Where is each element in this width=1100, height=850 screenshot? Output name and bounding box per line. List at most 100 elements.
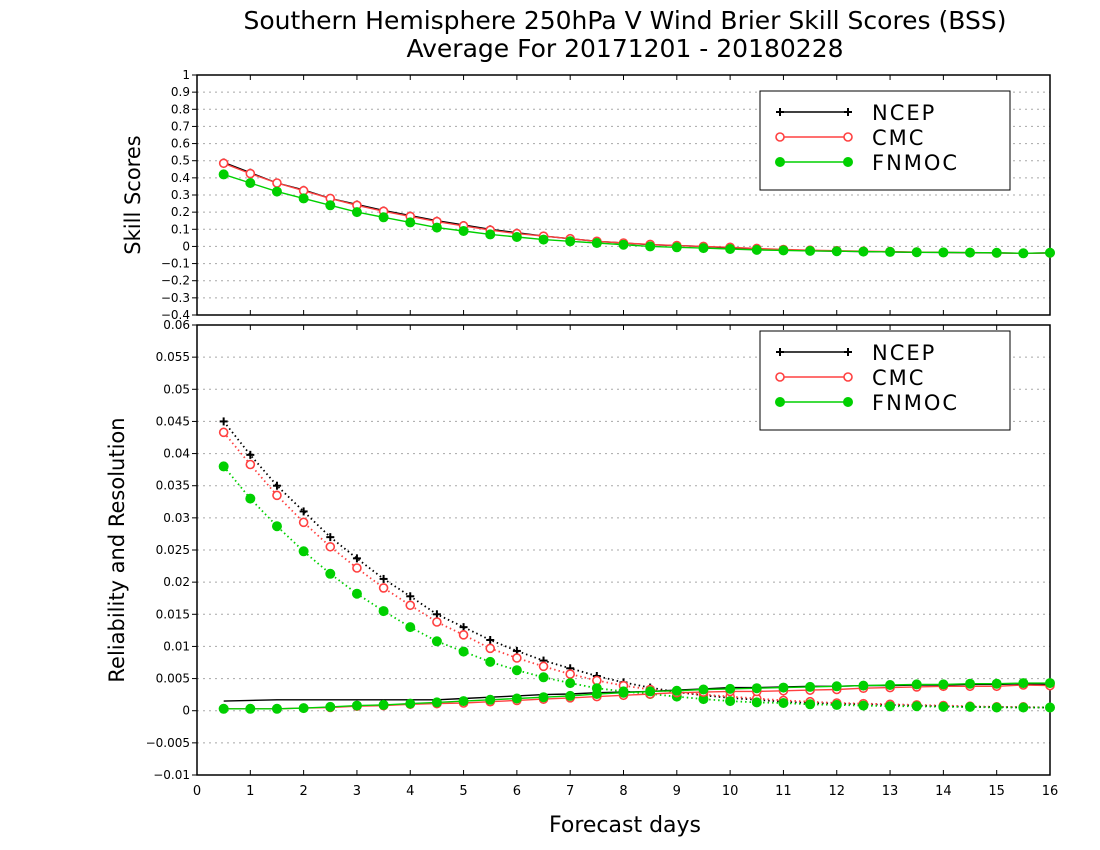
bottom-x-tick-label: 9 (673, 784, 681, 799)
bottom-x-tick-label: 16 (1042, 784, 1059, 799)
top-y-tick-label: 1 (182, 68, 190, 82)
bottom-y-tick-label: 0.055 (156, 350, 190, 364)
bottom-data-point (485, 643, 496, 654)
bottom-x-tick-label: 0 (193, 784, 201, 799)
top-data-point (591, 238, 602, 248)
bottom-data-point (459, 623, 468, 632)
bottom-data-point (458, 646, 469, 657)
top-series-fnmoc (218, 169, 1055, 259)
bottom-data-point (219, 417, 228, 426)
bottom-data-point (378, 583, 389, 593)
bottom-data-point (458, 696, 469, 707)
bottom-data-point (325, 541, 336, 552)
top-legend-label: NCEP (872, 101, 936, 125)
bottom-data-point (272, 490, 282, 501)
bottom-data-point (218, 427, 229, 438)
bottom-y-tick-label: 0.045 (156, 414, 190, 428)
bottom-data-point (485, 694, 496, 705)
bottom-data-point (725, 696, 736, 707)
bottom-x-tick-label: 8 (619, 784, 627, 799)
top-data-point (725, 244, 736, 254)
top-y-tick-label: 0.6 (171, 137, 190, 151)
top-data-point (831, 246, 842, 257)
bottom-series-line (223, 431, 1051, 709)
top-legend-marker (843, 132, 853, 142)
top-data-point (885, 246, 896, 257)
bottom-data-point (885, 680, 896, 690)
bottom-series-fnmoc-solid (218, 678, 1055, 714)
bottom-data-point (245, 703, 256, 714)
top-legend-marker (775, 157, 785, 167)
bottom-data-point (1018, 678, 1029, 689)
bottom-data-point (645, 686, 656, 697)
bottom-x-tick-label: 10 (722, 784, 739, 799)
bottom-data-point (858, 680, 869, 691)
top-data-point (671, 242, 682, 253)
top-y-tick-label: 0.7 (171, 119, 190, 133)
bottom-data-point (805, 699, 816, 710)
top-panel: 1 0.9 0.8 0.7 0.6 0.5 0.4 0.3 0.2 0.1 0 −0.1 −0.2 −0.… (161, 68, 1055, 322)
bottom-data-point (938, 701, 949, 712)
top-plot-frame (196, 74, 1051, 316)
top-data-point (698, 243, 709, 254)
bottom-series-line (222, 420, 1050, 709)
top-y-tick-label: −0.1 (161, 257, 190, 271)
bottom-data-point (352, 563, 362, 573)
bottom-data-point (299, 507, 308, 516)
top-data-point (751, 244, 762, 255)
bottom-data-point (698, 684, 709, 695)
bottom-legend-label: CMC (872, 366, 925, 390)
top-data-point (538, 234, 549, 245)
bottom-data-point (565, 669, 575, 679)
bottom-data-point (378, 606, 389, 617)
bottom-data-point (405, 622, 416, 633)
top-y-tick-label: −0.3 (161, 291, 190, 305)
bottom-x-tick-label: 3 (353, 784, 361, 799)
bottom-x-tick-label: 1 (246, 784, 254, 799)
top-data-point (431, 222, 442, 233)
bottom-legend-label: FNMOC (872, 391, 959, 415)
bottom-data-point (246, 450, 255, 459)
top-legend-marker (844, 108, 852, 116)
bottom-data-point (858, 700, 869, 711)
bottom-data-point (298, 517, 309, 528)
top-data-point (271, 186, 282, 197)
bottom-x-tick-label: 4 (406, 784, 414, 799)
bottom-y-tick-label: 0.035 (156, 479, 190, 493)
top-y-tick-label: −0.4 (161, 308, 190, 322)
top-data-point (405, 217, 416, 228)
bottom-series-line (223, 465, 1050, 709)
bottom-legend-marker (843, 397, 853, 407)
bottom-data-point (725, 683, 736, 694)
bottom-y-tick-label: 0 (182, 704, 190, 718)
top-data-point (938, 247, 949, 258)
bottom-data-point (512, 653, 522, 663)
bottom-data-point (326, 533, 335, 542)
bottom-y-tick-label: 0.01 (163, 639, 190, 653)
bottom-data-point (538, 692, 549, 703)
top-data-point (618, 239, 629, 250)
bottom-data-point (511, 693, 522, 704)
bottom-data-point (325, 568, 336, 579)
top-data-point (485, 229, 496, 240)
top-legend-marker (843, 157, 853, 167)
bottom-data-point (938, 679, 949, 690)
top-legend-label: FNMOC (872, 151, 959, 175)
bottom-data-point (298, 703, 309, 714)
bottom-data-point (431, 636, 442, 647)
bottom-x-tick-label: 2 (299, 784, 307, 799)
bottom-data-point (378, 699, 389, 710)
top-data-point (298, 193, 309, 204)
top-data-point (245, 178, 256, 188)
bottom-y-tick-label: 0.025 (156, 543, 190, 557)
top-data-point (805, 245, 816, 256)
bottom-series-ncep-dotted (219, 417, 1054, 712)
bottom-data-point (351, 588, 362, 599)
top-data-point (511, 232, 522, 242)
bottom-data-point (538, 672, 549, 683)
top-data-point (218, 158, 229, 169)
bottom-series-cmc-solid (218, 680, 1055, 714)
top-data-point (991, 247, 1002, 258)
